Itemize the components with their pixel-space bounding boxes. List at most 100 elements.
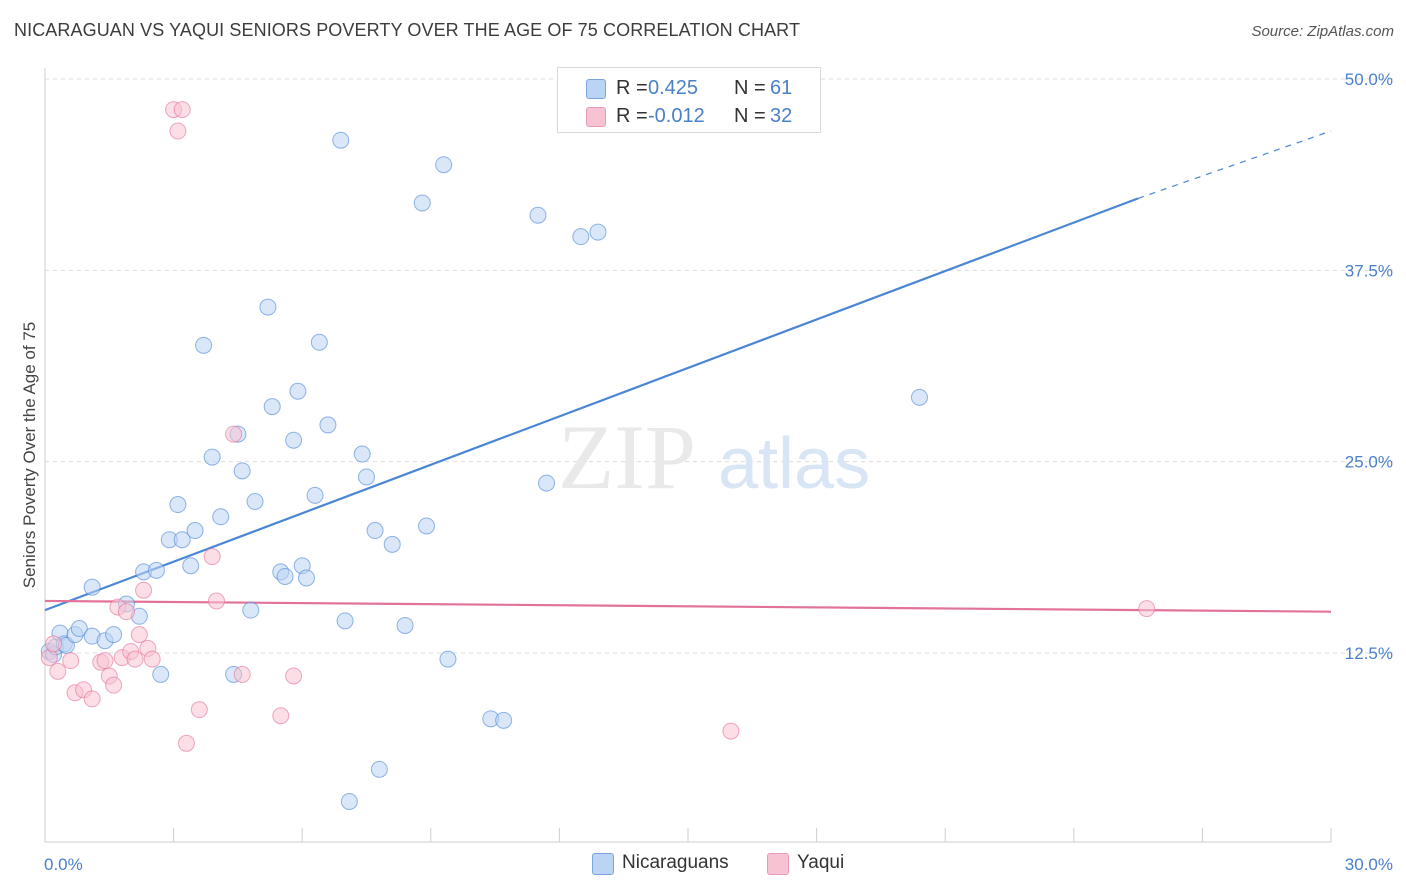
data-point xyxy=(169,496,187,514)
data-point xyxy=(1138,600,1156,618)
data-point xyxy=(353,445,371,463)
data-point xyxy=(722,722,740,740)
legend-n-value: 61 xyxy=(770,77,793,99)
data-point xyxy=(340,792,358,810)
data-point xyxy=(289,382,307,400)
chart-title: NICARAGUAN VS YAQUI SENIORS POVERTY OVER… xyxy=(14,20,801,40)
y-tick-label: 50.0% xyxy=(1345,70,1393,89)
axes xyxy=(44,68,1332,843)
legend-swatch-nicaraguans xyxy=(586,79,606,99)
data-point xyxy=(529,206,547,224)
data-point xyxy=(306,486,324,504)
data-point xyxy=(276,567,294,585)
data-point xyxy=(418,517,436,535)
trend-lines xyxy=(44,130,1332,613)
data-point xyxy=(319,416,337,434)
legend-row-nicaraguans: R = 0.425 N = 61 xyxy=(558,76,820,102)
data-point xyxy=(49,662,67,680)
data-point xyxy=(285,667,303,685)
data-point xyxy=(233,462,251,480)
x-tick-label: 30.0% xyxy=(1345,855,1393,874)
data-point xyxy=(147,561,165,579)
y-tick-label: 12.5% xyxy=(1345,644,1393,663)
data-point xyxy=(225,425,243,443)
data-point xyxy=(246,492,264,510)
data-point xyxy=(589,223,607,241)
data-point xyxy=(190,701,208,719)
data-point xyxy=(45,635,63,653)
data-point xyxy=(233,665,251,683)
data-point xyxy=(173,531,191,549)
legend-swatch-yaqui xyxy=(586,107,606,127)
watermark-zip: ZIP xyxy=(558,406,696,508)
data-point xyxy=(117,603,135,621)
data-point xyxy=(105,626,123,644)
data-point xyxy=(383,535,401,553)
grid-lines xyxy=(45,78,1396,654)
watermark-atlas: atlas xyxy=(718,424,870,504)
trend-line-nicaraguans xyxy=(44,197,1139,612)
legend-row-yaqui: R = -0.012 N = 32 xyxy=(558,104,820,130)
legend-n-label: N = xyxy=(734,77,766,99)
x-tick-label: 0.0% xyxy=(44,855,83,874)
source-label: Source: ZipAtlas.com xyxy=(1251,23,1394,40)
legend-r-value: -0.012 xyxy=(648,105,705,127)
data-point xyxy=(439,650,457,668)
data-point xyxy=(203,548,221,566)
data-point xyxy=(143,650,161,668)
data-point xyxy=(177,734,195,752)
data-point xyxy=(70,620,88,638)
data-point xyxy=(413,194,431,212)
data-point xyxy=(242,601,260,619)
bottom-legend-swatch-yaqui xyxy=(767,853,789,875)
legend: R = 0.425 N = 61 R = -0.012 N = 32 xyxy=(557,67,821,133)
legend-r-label: R = xyxy=(616,77,648,99)
legend-n-value: 32 xyxy=(770,105,793,127)
bottom-legend-label: Yaqui xyxy=(797,852,845,873)
y-tick-label: 25.0% xyxy=(1345,453,1393,472)
data-point xyxy=(195,336,213,354)
data-point xyxy=(495,711,513,729)
data-point xyxy=(263,398,281,416)
data-point xyxy=(285,431,303,449)
data-point xyxy=(272,707,290,725)
y-tick-labels: 12.5% 25.0% 37.5% 50.0% xyxy=(1345,70,1393,663)
data-point xyxy=(538,474,556,492)
trend-line-extension xyxy=(1137,130,1332,199)
data-point xyxy=(83,690,101,708)
trend-line-yaqui xyxy=(44,599,1332,613)
data-point xyxy=(332,131,350,149)
data-point xyxy=(366,522,384,540)
data-point xyxy=(152,665,170,683)
data-points xyxy=(40,101,1156,810)
watermark: ZIP atlas xyxy=(558,406,870,508)
y-axis-label: Seniors Poverty Over the Age of 75 xyxy=(20,322,39,588)
data-point xyxy=(105,676,123,694)
data-point xyxy=(572,228,590,246)
bottom-legend-swatch-nicaraguans xyxy=(592,853,614,875)
data-point xyxy=(203,448,221,466)
legend-r-label: R = xyxy=(616,105,648,127)
legend-n-label: N = xyxy=(734,105,766,127)
data-point xyxy=(207,592,225,610)
legend-r-value: 0.425 xyxy=(648,77,699,99)
data-point xyxy=(169,122,187,140)
data-point xyxy=(370,760,388,778)
data-point xyxy=(62,652,80,670)
data-point xyxy=(126,650,144,668)
data-point xyxy=(130,626,148,644)
data-point xyxy=(186,522,204,540)
data-point xyxy=(96,652,114,670)
data-point xyxy=(358,468,375,486)
bottom-legend-label: Nicaraguans xyxy=(622,852,729,873)
data-point xyxy=(83,578,101,596)
data-point xyxy=(135,581,153,599)
data-point xyxy=(212,508,230,526)
data-point xyxy=(435,156,453,174)
data-point xyxy=(297,569,315,587)
data-point xyxy=(910,388,928,406)
data-point xyxy=(310,333,328,351)
data-point xyxy=(173,101,191,119)
data-point xyxy=(182,557,200,575)
